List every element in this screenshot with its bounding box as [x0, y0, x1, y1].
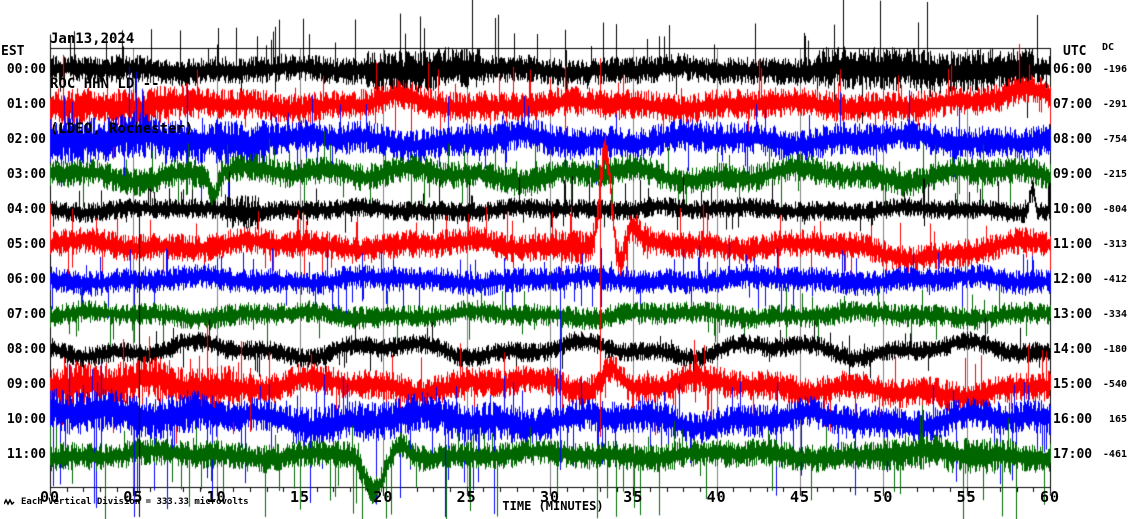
scale-note: Each Vertical Division = 333.33 microvol… — [4, 497, 249, 507]
est-hour-label: 02:00 — [6, 132, 46, 147]
utc-hour-label: 12:00 — [1053, 272, 1093, 287]
dc-value-label: -180 — [1102, 344, 1127, 355]
title-station: ROC HHN LD -- — [50, 76, 160, 92]
est-hour-label: 09:00 — [6, 377, 46, 392]
x-axis-tick-label: 45 — [789, 488, 811, 506]
est-hour-label: 04:00 — [6, 202, 46, 217]
utc-hour-label: 13:00 — [1053, 307, 1093, 322]
dc-value-label: -754 — [1102, 134, 1127, 145]
dc-value-label: -412 — [1102, 274, 1127, 285]
utc-hour-label: 15:00 — [1053, 377, 1093, 392]
utc-hour-label: 16:00 — [1053, 412, 1093, 427]
x-axis-tick-label: 55 — [956, 488, 977, 506]
dc-value-label: -313 — [1102, 239, 1127, 250]
utc-hour-label: 07:00 — [1053, 97, 1093, 112]
scale-note-text: Each Vertical Division = 333.33 microvol… — [21, 497, 249, 507]
x-axis-tick-label: 50 — [873, 488, 894, 506]
utc-hour-label: 14:00 — [1053, 342, 1093, 357]
x-axis-tick-label: 20 — [373, 488, 394, 506]
dc-value-label: -196 — [1102, 64, 1127, 75]
title-block: Jan13,2024 ROC HHN LD -- (LDEO, Rocheste… — [50, 2, 193, 167]
est-hour-label: 01:00 — [6, 97, 46, 112]
est-hour-label: 05:00 — [6, 237, 46, 252]
mini-seismogram-icon — [4, 498, 15, 506]
est-hour-label: 10:00 — [6, 412, 46, 427]
dc-value-label: -461 — [1102, 449, 1127, 460]
dc-axis-header: DC — [1102, 42, 1115, 53]
utc-axis-header: UTC — [1063, 44, 1087, 59]
dc-value-label: 165 — [1108, 414, 1127, 425]
dc-value-label: -540 — [1102, 379, 1127, 390]
est-hour-label: 08:00 — [6, 342, 46, 357]
utc-hour-label: 10:00 — [1053, 202, 1093, 217]
x-axis-tick-label: 00 — [39, 488, 61, 506]
dc-value-label: -291 — [1102, 99, 1127, 110]
x-axis-tick-label: 40 — [706, 488, 727, 506]
x-axis-tick-label: 10 — [206, 488, 227, 506]
utc-hour-label: 09:00 — [1053, 167, 1093, 182]
utc-hour-label: 17:00 — [1053, 447, 1093, 462]
title-network: (LDEO, Rochester) — [50, 121, 194, 137]
est-axis-header: EST — [1, 44, 25, 59]
x-axis-tick-label: 30 — [539, 488, 561, 506]
x-axis-tick-label: 05 — [123, 488, 144, 506]
x-axis-tick-label: 15 — [289, 488, 311, 506]
est-hour-label: 00:00 — [6, 62, 46, 77]
est-hour-label: 06:00 — [6, 272, 46, 287]
utc-hour-label: 06:00 — [1053, 62, 1093, 77]
est-hour-label: 03:00 — [6, 167, 46, 182]
dc-value-label: -334 — [1102, 309, 1127, 320]
x-axis-tick-label: 60 — [1039, 488, 1061, 506]
dc-value-label: -804 — [1102, 204, 1127, 215]
utc-hour-label: 11:00 — [1053, 237, 1093, 252]
x-axis-title: TIME (MINUTES) — [502, 499, 604, 513]
title-date: Jan13,2024 — [50, 31, 135, 47]
est-hour-label: 11:00 — [6, 447, 46, 462]
utc-hour-label: 08:00 — [1053, 132, 1093, 147]
dc-value-label: -215 — [1102, 169, 1127, 180]
est-hour-label: 07:00 — [6, 307, 46, 322]
x-axis-tick-label: 25 — [456, 488, 477, 506]
x-axis-tick-label: 35 — [623, 488, 644, 506]
